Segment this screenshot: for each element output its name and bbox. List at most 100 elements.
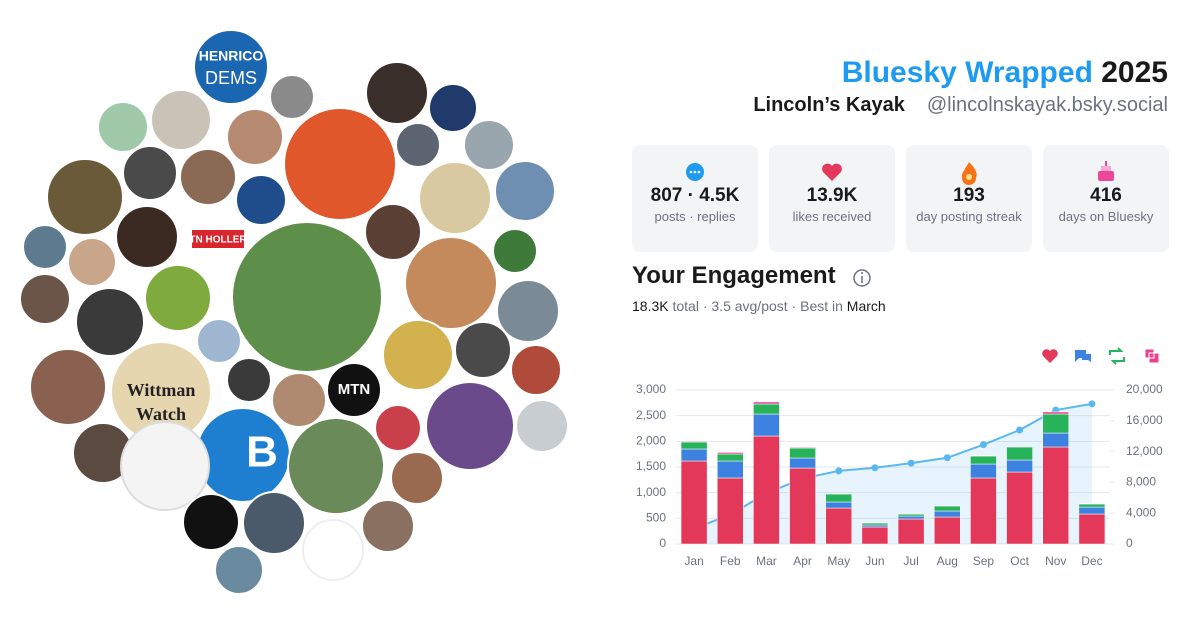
bar-segment xyxy=(753,435,780,545)
avatar-text: MTN xyxy=(338,381,371,398)
stat-value: 193 xyxy=(953,185,985,206)
bar-segment xyxy=(970,477,997,545)
bar-segment xyxy=(825,493,853,495)
legend-icon xyxy=(1042,349,1058,363)
y2-tick-label: 20,000 xyxy=(1126,382,1163,396)
y-tick-label: 2,500 xyxy=(636,408,666,422)
y2-tick-label: 0 xyxy=(1126,536,1133,550)
bar-segment xyxy=(861,522,889,526)
bar-segment xyxy=(1006,446,1033,461)
bar-segment xyxy=(1042,413,1070,434)
stat-value: 13.9K xyxy=(806,185,858,206)
bar-segment xyxy=(861,526,889,545)
bar-segment xyxy=(1006,459,1033,473)
bar-segment xyxy=(1006,471,1033,545)
bar-segment xyxy=(1078,506,1106,515)
bar-segment xyxy=(1006,446,1033,448)
summary: total · 3.5 avg/post · Best in xyxy=(672,298,843,314)
x-tick-label: Aug xyxy=(937,554,958,568)
avatar-circles xyxy=(19,29,569,595)
avatar-cloud: HENRICO DEMS TN HOLLER Wittman Watch MTN… xyxy=(19,29,569,595)
bar-segment xyxy=(897,515,925,520)
tn-holler-badge xyxy=(192,230,244,248)
total: 18.3K xyxy=(632,298,669,314)
avatar-text: Watch xyxy=(136,404,186,424)
line-point xyxy=(907,459,915,467)
avatar-text: Wittman xyxy=(127,380,196,400)
x-tick-label: May xyxy=(827,554,850,568)
stat-label: posts · replies xyxy=(654,209,736,224)
bar-segment xyxy=(1042,411,1070,415)
avatar-text: TN HOLLER xyxy=(189,235,247,246)
legend-icon xyxy=(1144,348,1160,364)
title-year: 2025 xyxy=(1101,56,1168,89)
bar-segment xyxy=(716,453,744,462)
line-point xyxy=(1016,426,1024,434)
stat-card: 416 days on Bluesky xyxy=(1043,145,1169,252)
avatar-text: B xyxy=(246,428,278,477)
best-month: March xyxy=(846,298,886,314)
bar-segment xyxy=(897,513,925,517)
line-point xyxy=(943,454,951,462)
x-tick-label: Nov xyxy=(1045,554,1066,568)
stat-card: 807 · 4.5K posts · replies xyxy=(632,145,758,252)
bar-segment xyxy=(716,460,744,479)
bar-segment xyxy=(680,440,708,443)
x-tick-label: Jul xyxy=(903,554,918,568)
bar-segment xyxy=(1078,503,1106,505)
legend-icon xyxy=(1075,350,1091,362)
y-tick-label: 3,000 xyxy=(636,382,666,396)
bar-segment xyxy=(933,510,961,518)
bar-segment xyxy=(680,441,708,450)
y-tick-label: 1,000 xyxy=(636,485,666,499)
bar-segment xyxy=(789,447,816,459)
bar-segment xyxy=(1078,513,1106,545)
y-tick-label: 0 xyxy=(659,536,666,550)
stat-icon xyxy=(961,162,977,185)
stat-value: 416 xyxy=(1090,185,1122,206)
engagement-summary: 18.3K total · 3.5 avg/post · Best in Mar… xyxy=(632,298,886,314)
stat-card: 13.9K likes received xyxy=(769,145,895,252)
y2-tick-label: 12,000 xyxy=(1126,444,1163,458)
bar-segment xyxy=(933,516,961,545)
y-tick-label: 1,500 xyxy=(636,459,666,473)
bar-segment xyxy=(1078,503,1106,508)
bar-segment xyxy=(970,463,997,479)
avatar-text: HENRICO xyxy=(199,48,264,64)
display-name: Lincoln’s Kayak xyxy=(753,94,905,116)
bar-segment xyxy=(680,460,708,545)
stat-card: 193 day posting streak xyxy=(906,145,1032,252)
x-tick-label: Sep xyxy=(973,554,995,568)
bar-segment xyxy=(1042,432,1070,448)
y2-tick-label: 8,000 xyxy=(1126,475,1156,489)
y2-tick-label: 16,000 xyxy=(1126,413,1163,427)
bar-segment xyxy=(753,413,780,437)
stat-label: likes received xyxy=(792,209,872,224)
stat-value: 807 · 4.5K xyxy=(650,185,740,206)
line-point xyxy=(835,467,843,475)
bar-segment xyxy=(970,455,997,465)
x-tick-label: Oct xyxy=(1010,554,1029,568)
bar-segment xyxy=(716,477,744,545)
line-point xyxy=(979,441,987,449)
x-tick-label: Apr xyxy=(793,554,812,568)
bar-segment xyxy=(825,493,853,503)
x-tick-label: Jun xyxy=(865,554,884,568)
y-tick-label: 2,000 xyxy=(636,434,666,448)
bar-segment xyxy=(789,467,816,545)
bar-segment xyxy=(753,403,780,415)
stat-icon xyxy=(686,163,704,181)
line-point xyxy=(1088,400,1096,408)
avatar-text: DEMS xyxy=(205,68,257,88)
bar-segment xyxy=(825,501,853,509)
bar-segment xyxy=(680,448,708,462)
bar-segment xyxy=(753,401,780,405)
bar-segment xyxy=(789,446,816,449)
account: Lincoln’s Kayak @lincolnskayak.bsky.socia… xyxy=(753,94,1168,117)
x-tick-label: Jan xyxy=(684,554,703,568)
bar-segment xyxy=(716,452,744,455)
stat-icon xyxy=(822,163,842,181)
line-point xyxy=(871,464,879,472)
stat-label: days on Bluesky xyxy=(1058,209,1154,224)
